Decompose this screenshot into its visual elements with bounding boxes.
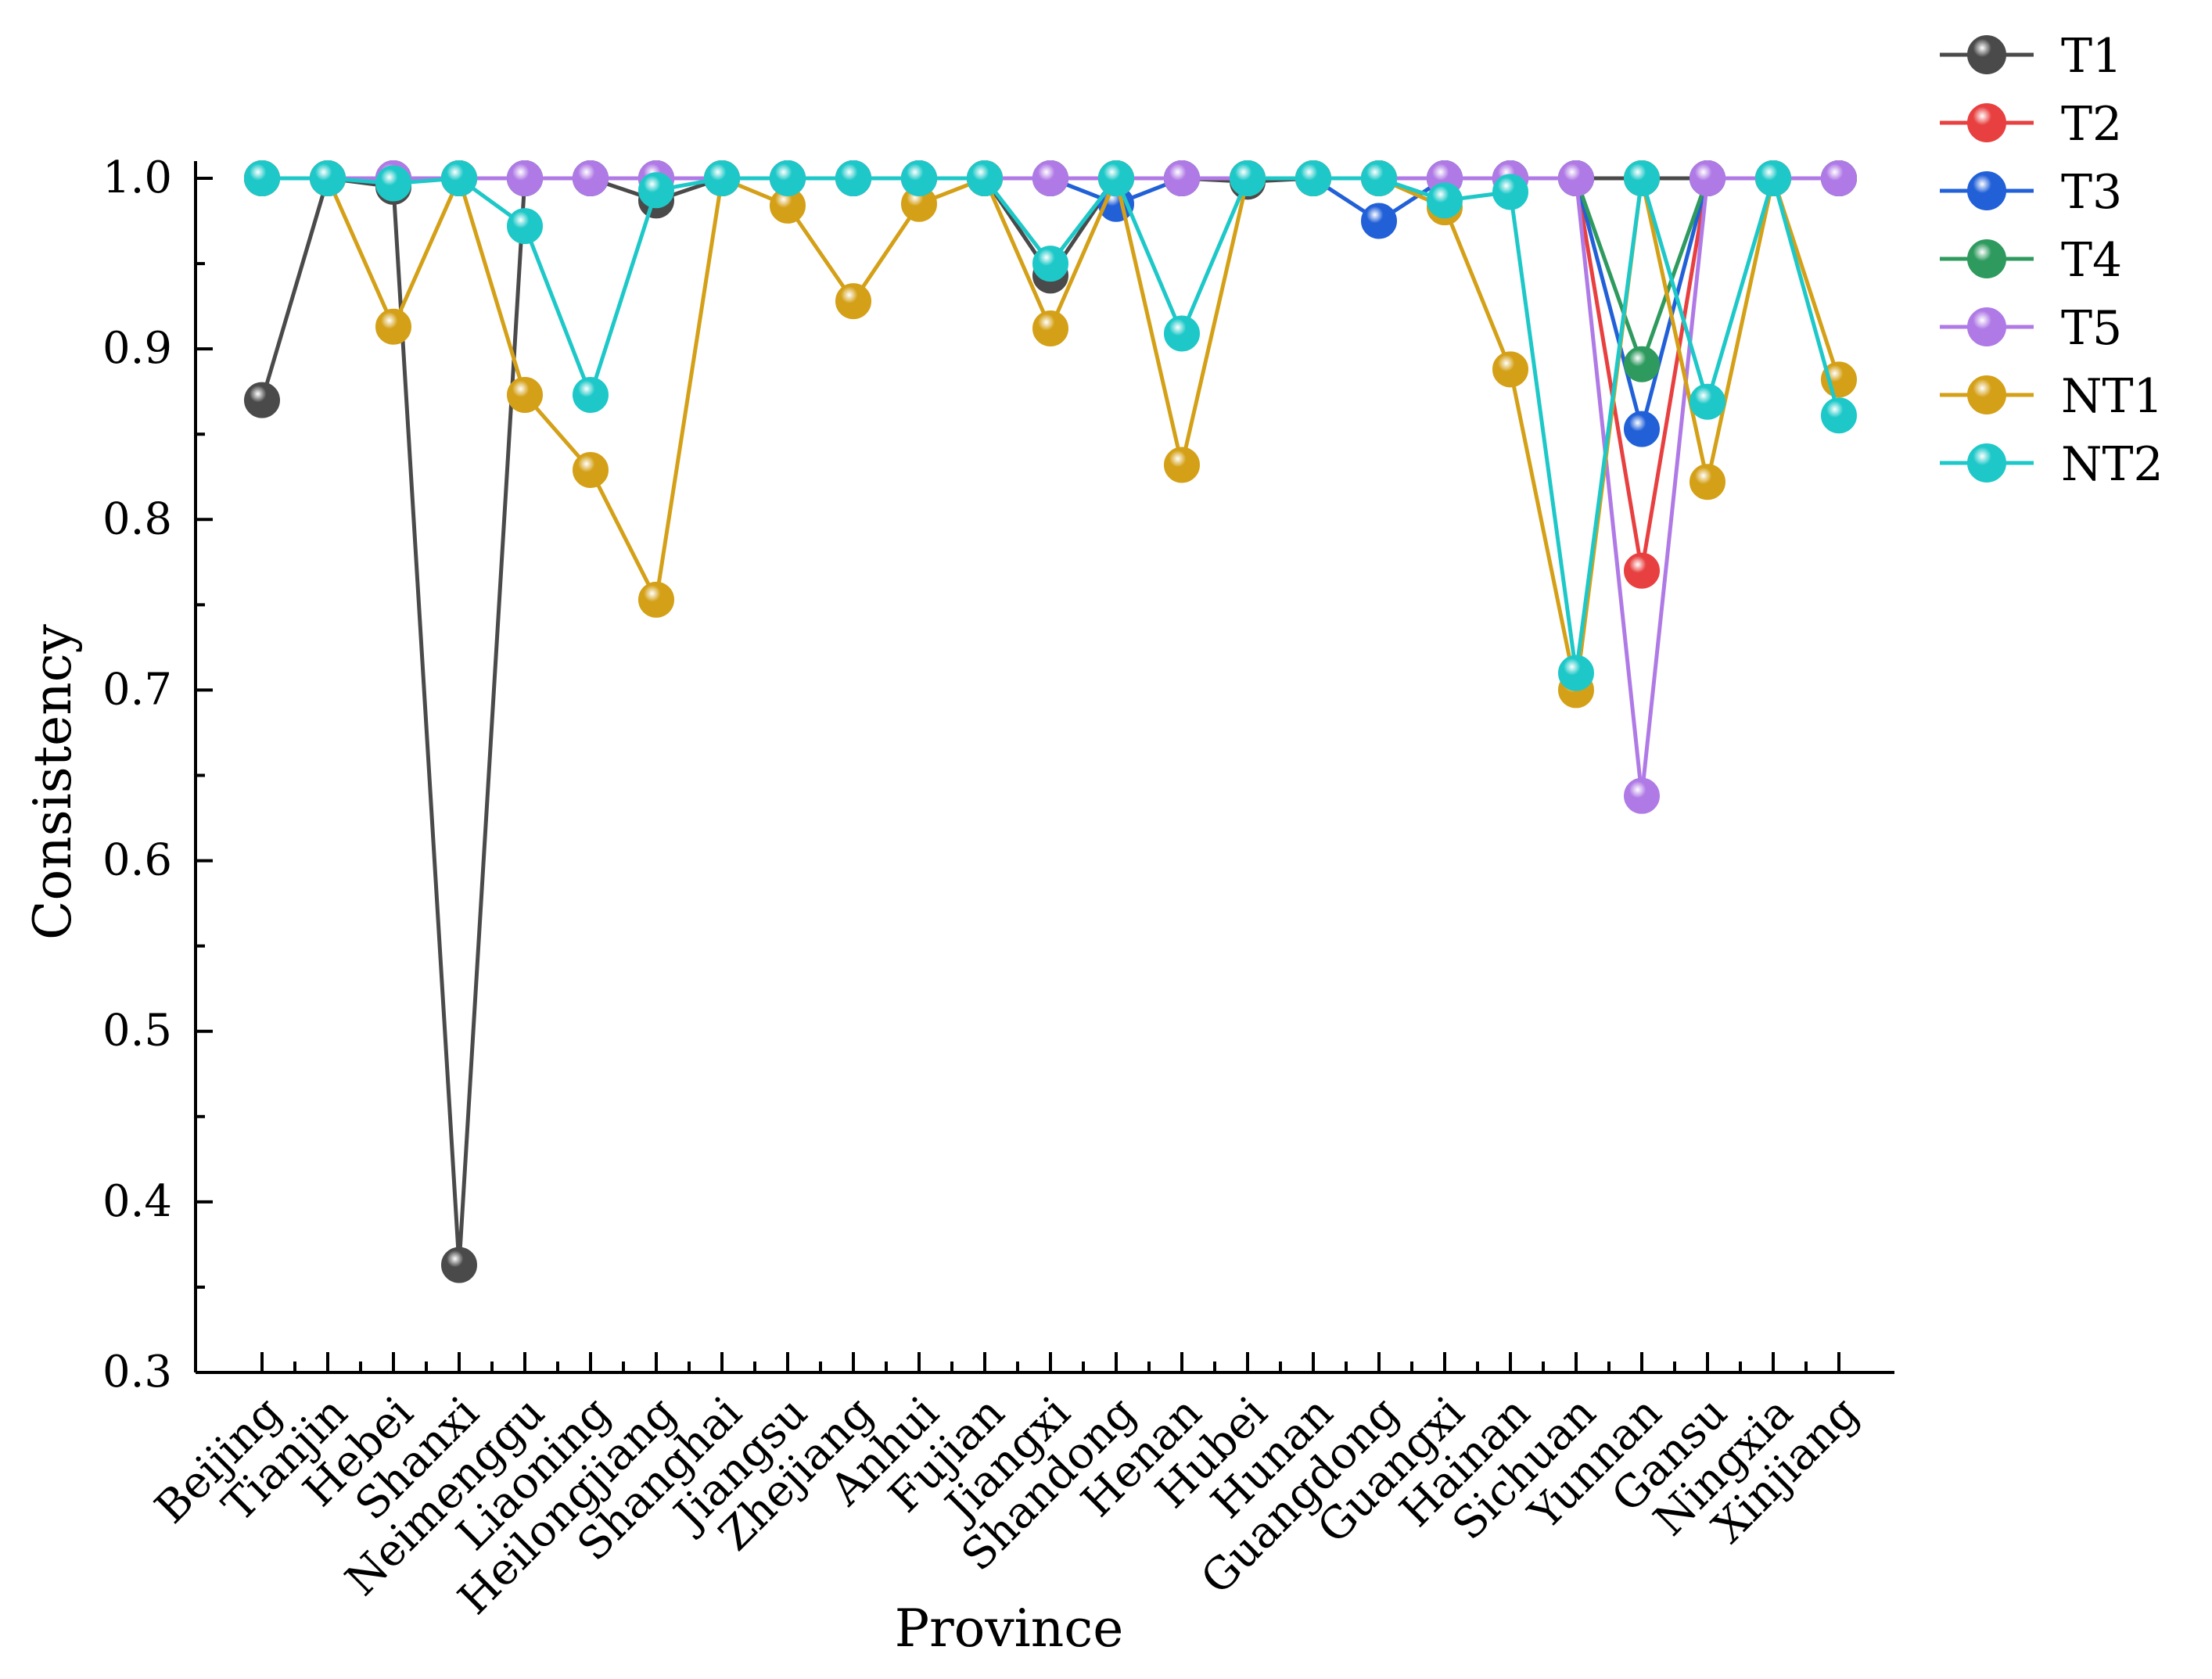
data-point [1755,160,1791,196]
data-point [638,581,674,618]
data-point [1624,160,1660,196]
legend-label: T1 [2061,29,2122,84]
data-point [1558,655,1594,691]
data-point [901,160,937,196]
data-point [1230,160,1266,196]
data-point [1295,160,1331,196]
series-nt1 [244,160,1857,709]
legend-item-t1: T1 [1940,29,2122,84]
data-point [638,172,674,209]
data-point [1032,310,1068,346]
data-point [1624,411,1660,447]
y-tick-label: 0.9 [102,323,172,374]
data-point [770,160,806,196]
data-point [1361,203,1397,239]
data-point [1164,447,1200,483]
data-point [1624,777,1660,814]
data-point [441,1247,477,1283]
data-point [507,160,543,196]
data-point [1624,346,1660,382]
legend-item-t5: T5 [1940,301,2122,356]
legend-item-nt1: NT1 [1940,369,2164,424]
legend-label: T4 [2061,233,2122,288]
data-point [1164,160,1200,196]
data-point [1098,160,1134,196]
y-tick-label: 0.6 [102,835,172,886]
data-point [1624,552,1660,589]
y-tick-label: 0.5 [102,1006,172,1057]
legend-label: T5 [2061,301,2122,356]
legend-marker [1967,35,2006,74]
legend: T1 T2 T3 T4 T5 NT1 NT2 [1940,29,2164,492]
data-point [1690,383,1725,420]
data-point [244,382,280,418]
data-point [1821,160,1857,196]
legend-marker [1967,375,2006,414]
data-point [507,208,543,245]
data-point [1492,174,1528,210]
data-point [573,377,609,414]
data-point [573,452,609,489]
data-point [310,160,346,196]
legend-item-t3: T3 [1940,165,2122,220]
data-point [375,165,411,202]
data-point [704,160,740,196]
data-point [1558,160,1594,196]
legend-item-nt2: NT2 [1940,437,2164,492]
y-tick-label: 0.4 [102,1176,172,1227]
legend-marker [1967,103,2006,142]
legend-marker [1967,171,2006,210]
legend-marker [1967,443,2006,483]
legend-label: NT1 [2061,369,2164,424]
legend-label: T3 [2061,165,2122,220]
legend-label: NT2 [2061,437,2164,492]
data-point [1361,160,1397,196]
data-point [1032,160,1068,196]
data-point [1821,397,1857,434]
data-point [507,377,543,414]
y-axis-title: Consistency [23,623,83,940]
y-tick-label: 0.7 [102,664,172,715]
data-point [1164,315,1200,352]
y-tick-label: 1.0 [102,152,172,203]
data-point [244,160,280,196]
y-tick-label: 0.3 [102,1347,172,1397]
legend-label: T2 [2061,97,2122,152]
legend-marker [1967,239,2006,278]
data-point [1690,464,1725,500]
series-nt2 [244,160,1857,691]
series-line-t2 [262,176,1839,573]
data-point [441,160,477,196]
data-point [835,160,871,196]
data-point [967,160,1003,196]
data-point [1492,351,1528,388]
x-axis-title: Province [895,1598,1124,1659]
data-point [573,160,609,196]
data-point [1690,160,1725,196]
legend-item-t4: T4 [1940,233,2122,288]
data-point [1427,182,1463,219]
series-group [244,160,1857,1283]
data-point [835,283,871,320]
y-tick-label: 0.8 [102,493,172,544]
legend-item-t2: T2 [1940,97,2122,152]
legend-marker [1967,307,2006,346]
data-point [375,308,411,345]
data-point [1032,246,1068,282]
